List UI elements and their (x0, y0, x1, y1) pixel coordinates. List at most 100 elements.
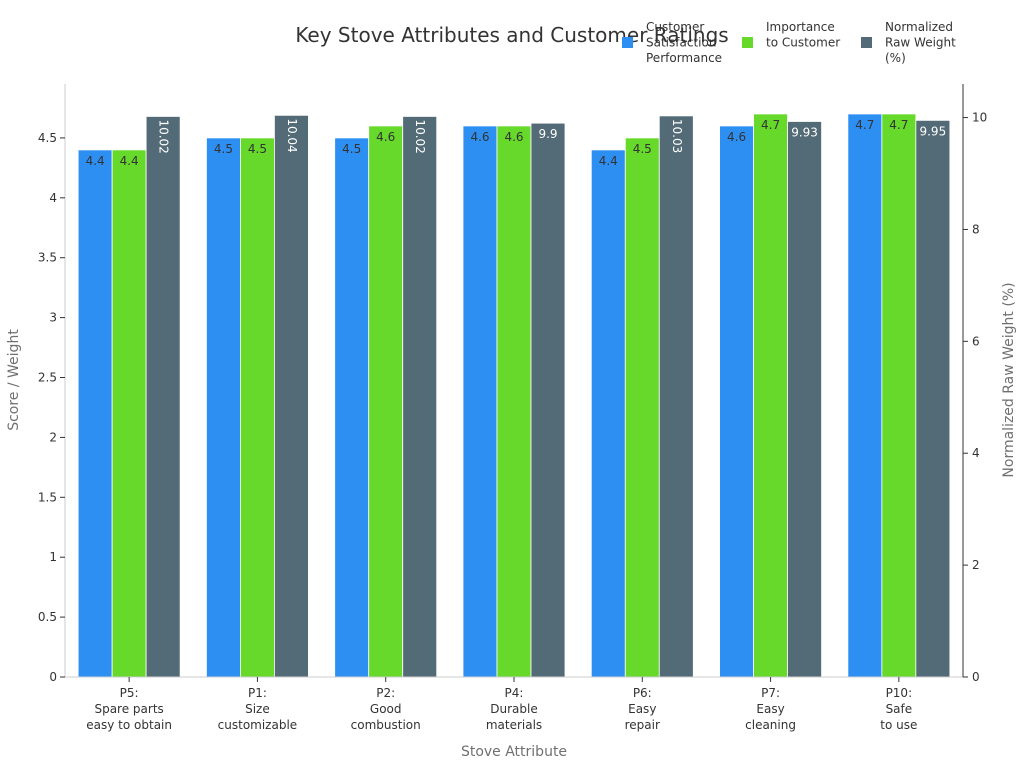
x-tick-label: P7: Easy cleaning (745, 686, 796, 732)
bar-s3-c3 (402, 116, 438, 678)
x-tick-label-line: Durable (490, 702, 537, 716)
x-tick-label-line: materials (486, 718, 542, 732)
data-label-s1-c6: 4.6 (727, 130, 746, 144)
legend-swatch-s2 (742, 37, 753, 48)
bar-s1-c1 (77, 149, 113, 678)
data-label-s1-c2: 4.5 (214, 142, 233, 156)
bar-s3-c2 (274, 114, 309, 678)
legend-swatch-s1 (622, 37, 633, 48)
x-tick-label-line: cleaning (745, 718, 796, 732)
y-tick-label: 4 (49, 191, 57, 205)
y2-tick-label: 6 (972, 334, 980, 348)
bar-s3-c5 (658, 115, 694, 678)
x-tick-label: P1: Size customizable (218, 686, 298, 732)
bar-s2-c6 (753, 113, 788, 678)
legend-label-line: (%) (885, 51, 906, 65)
bar-s2-c3 (368, 125, 404, 678)
legend-label-s3: Normalized Raw Weight (%) (885, 20, 956, 65)
x-tick-label-line: Easy (756, 702, 784, 716)
x-tick-label-line: Easy (628, 702, 656, 716)
data-label-s3-c5: 10.03 (670, 119, 684, 153)
legend-label-line: Raw Weight (885, 36, 956, 50)
data-label-s1-c3: 4.5 (342, 142, 361, 156)
y-tick-label: 2 (49, 430, 57, 444)
x-tick-label-line: customizable (218, 718, 298, 732)
data-label-s3-c7: 9.95 (919, 124, 946, 138)
x-tick-label-line: P5: (120, 686, 139, 700)
x-tick-label-line: P1: (248, 686, 267, 700)
bar-s2-c7 (881, 113, 917, 678)
legend-label-line: Satisfaction (646, 36, 716, 50)
y2-tick-label: 4 (972, 446, 980, 460)
data-label-s2-c2: 4.5 (248, 142, 267, 156)
y-tick-label: 4.5 (38, 131, 57, 145)
y-axis-label: Score / Weight (6, 329, 22, 431)
axes-layer: 0 0.5 1 1.5 2 2.5 3 3.5 4 4.5 0 2 4 6 8 10 P5: Spare part… (38, 84, 987, 732)
x-axis-label: Stove Attribute (461, 744, 567, 760)
bars-layer (77, 113, 951, 678)
y-tick-label: 3.5 (38, 251, 57, 265)
data-label-s3-c2: 10.04 (285, 118, 299, 152)
legend-label-line: Normalized (885, 20, 953, 34)
bar-s3-c7 (915, 119, 951, 678)
x-tick-label-line: P6: (633, 686, 652, 700)
bar-s1-c2 (206, 137, 241, 678)
y2-axis-label: Normalized Raw Weight (%) (1001, 282, 1017, 477)
x-tick-label-line: Spare parts (94, 702, 163, 716)
legend-label-s1: Customer Satisfaction Performance (646, 20, 722, 65)
y-tick-label: 3 (49, 311, 57, 325)
y-tick-label: 0.5 (38, 610, 57, 624)
legend: Customer Satisfaction Performance Importanc… (622, 20, 956, 65)
x-tick-label-line: to use (880, 718, 917, 732)
bar-s1-c3 (334, 137, 370, 678)
bar-s1-c5 (590, 149, 626, 678)
x-tick-label-line: combustion (351, 718, 421, 732)
x-tick-label: P5: Spare parts easy to obtain (86, 686, 172, 732)
data-label-s1-c5: 4.4 (599, 154, 618, 168)
bar-s2-c2 (240, 137, 275, 678)
legend-label-line: Importance (766, 20, 835, 34)
x-tick-label-line: P2: (376, 686, 395, 700)
data-label-s3-c4: 9.9 (538, 127, 557, 141)
x-tick-label-line: easy to obtain (86, 718, 172, 732)
legend-swatch-s3 (861, 37, 872, 48)
x-tick-label-line: P4: (505, 686, 524, 700)
x-tick-label-line: P7: (761, 686, 780, 700)
x-tick-label-line: Good (370, 702, 402, 716)
y2-tick-label: 0 (972, 670, 980, 684)
bar-s1-c7 (847, 113, 883, 678)
legend-label-line: to Customer (766, 36, 840, 50)
legend-label-line: Performance (646, 51, 722, 65)
legend-label-s2: Importance to Customer (766, 20, 840, 50)
legend-label-line: Customer (646, 20, 704, 34)
x-tick-label-line: Safe (886, 702, 913, 716)
chart-title: Key Stove Attributes and Customer Rating… (295, 23, 728, 47)
data-label-s3-c6: 9.93 (791, 125, 818, 139)
data-label-s2-c7: 4.7 (889, 118, 908, 132)
data-label-s2-c4: 4.6 (504, 130, 523, 144)
y2-tick-label: 2 (972, 558, 980, 572)
y-tick-label: 0 (49, 670, 57, 684)
data-labels-layer: 4.4 4.5 4.5 4.6 4.4 4.6 4.7 4.4 4.5 4.6 4.6 4.5 4.7 4… (86, 118, 947, 168)
bar-s2-c1 (111, 149, 147, 678)
y-tick-label: 1 (49, 550, 57, 564)
bar-s1-c4 (462, 125, 498, 678)
x-tick-label: P10: Safe to use (880, 686, 917, 732)
data-label-s1-c7: 4.7 (855, 118, 874, 132)
y-tick-label: 1.5 (38, 490, 57, 504)
bar-s2-c4 (496, 125, 532, 678)
y2-tick-label: 8 (972, 222, 980, 236)
data-label-s3-c1: 10.02 (157, 119, 171, 153)
y-tick-label: 2.5 (38, 371, 57, 385)
bar-s2-c5 (624, 137, 660, 678)
x-tick-label-line: repair (625, 718, 660, 732)
x-tick-label-line: Size (245, 702, 270, 716)
y2-tick-label: 10 (972, 111, 987, 125)
x-tick-label-line: P10: (886, 686, 913, 700)
x-tick-label: P6: Easy repair (625, 686, 660, 732)
data-label-s2-c3: 4.6 (376, 130, 395, 144)
bar-s1-c6 (719, 125, 754, 678)
bar-s3-c4 (530, 122, 566, 678)
bar-s3-c1 (145, 116, 181, 678)
